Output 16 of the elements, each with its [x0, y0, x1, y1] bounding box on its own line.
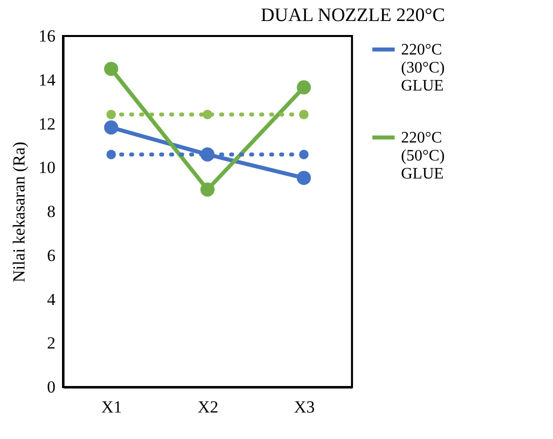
y-tick-label: 4: [47, 290, 56, 309]
y-tick-label: 8: [47, 202, 56, 221]
y-axis-title: Nilai kekasaran (Ra): [10, 142, 28, 282]
y-tick-label: 16: [38, 26, 56, 46]
y-tick-label: 10: [38, 158, 56, 178]
y-tick-label: 14: [38, 70, 56, 90]
x-tick-label: X3: [294, 398, 315, 416]
y-tick-label: 0: [47, 378, 56, 396]
legend-label: 220°C (30°C) GLUE: [401, 42, 445, 94]
x-tick-label: X2: [198, 398, 218, 416]
legend-label: 220°C (50°C) GLUE: [401, 130, 445, 182]
x-tick-label: X1: [101, 398, 122, 416]
chart-title: DUAL NOZZLE 220°C: [260, 5, 445, 26]
y-tick-label: 2: [47, 334, 56, 353]
y-tick-label: 12: [38, 114, 56, 134]
y-tick-label: 6: [47, 246, 56, 265]
